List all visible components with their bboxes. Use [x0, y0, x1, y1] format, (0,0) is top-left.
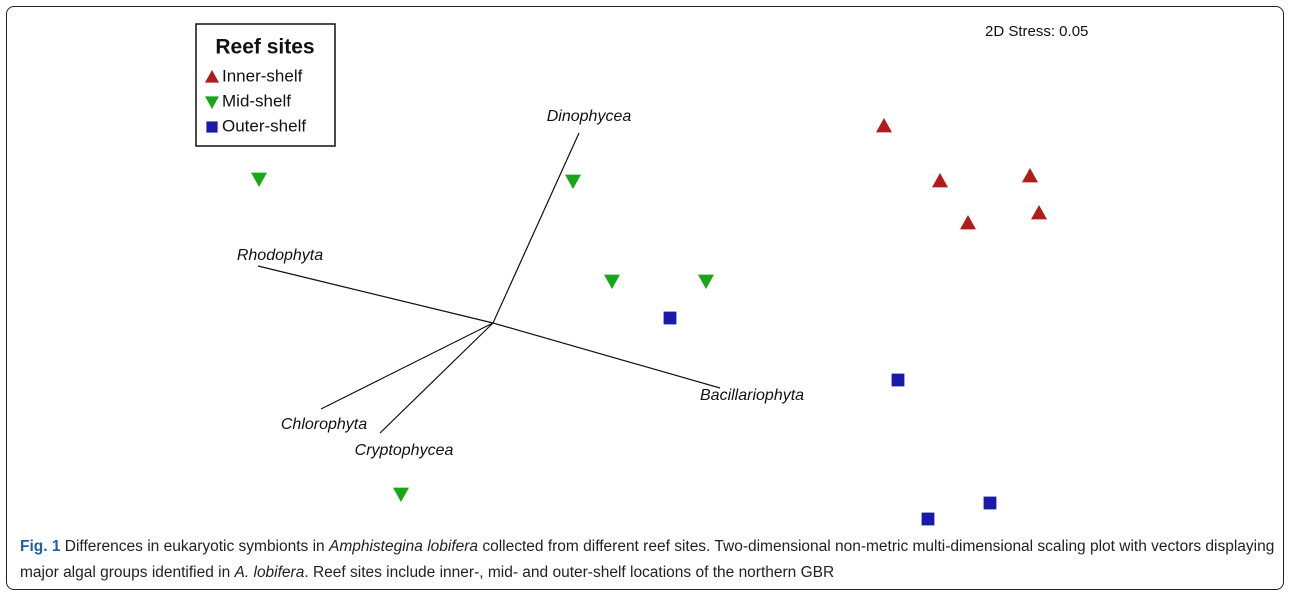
- marker-square: [921, 512, 935, 526]
- marker-triangle-down: [251, 172, 267, 187]
- vector-label: Rhodophyta: [237, 247, 323, 264]
- vector: [379, 322, 494, 434]
- marker-square: [206, 121, 218, 133]
- marker-triangle-up: [960, 215, 976, 230]
- figure-frame: [6, 6, 1284, 590]
- marker-triangle-up: [932, 173, 948, 188]
- caption-species: Amphistegina lobifera: [328, 538, 479, 555]
- vector-label: Chlorophyta: [281, 416, 367, 433]
- marker-square: [663, 311, 677, 325]
- marker-triangle-up: [1022, 168, 1038, 183]
- stress-annotation: 2D Stress: 0.05: [985, 23, 1088, 40]
- caption-text: . Reef sites include inner-, mid- and ou…: [304, 564, 835, 581]
- caption-species: A. lobifera: [234, 564, 305, 581]
- caption-label: Fig. 1: [20, 538, 61, 555]
- vector-label: Bacillariophyta: [700, 387, 804, 404]
- vector: [257, 265, 494, 324]
- marker-triangle-up: [205, 70, 219, 83]
- marker-triangle-down: [698, 274, 714, 289]
- caption-text: collected from different reef sites. Two…: [20, 538, 1275, 581]
- marker-triangle-up: [1031, 205, 1047, 220]
- vector-label: Cryptophycea: [355, 442, 454, 459]
- caption-text: Differences in eukaryotic symbionts in: [60, 538, 329, 555]
- marker-square: [891, 373, 905, 387]
- legend-label: Outer-shelf: [222, 116, 306, 135]
- marker-triangle-down: [205, 96, 219, 109]
- caption: Fig. 1 Differences in eukaryotic symbion…: [20, 534, 1278, 586]
- vector: [492, 132, 580, 324]
- legend-title: Reef sites: [215, 36, 314, 59]
- legend-label: Inner-shelf: [222, 66, 303, 85]
- marker-square: [983, 496, 997, 510]
- legend-label: Mid-shelf: [222, 91, 291, 110]
- marker-triangle-up: [876, 118, 892, 133]
- vector: [492, 322, 721, 389]
- legend-box: [195, 23, 336, 147]
- vector-label: Dinophycea: [547, 108, 632, 125]
- marker-triangle-down: [604, 274, 620, 289]
- marker-triangle-down: [393, 487, 409, 502]
- marker-triangle-down: [565, 174, 581, 189]
- vector: [320, 322, 494, 410]
